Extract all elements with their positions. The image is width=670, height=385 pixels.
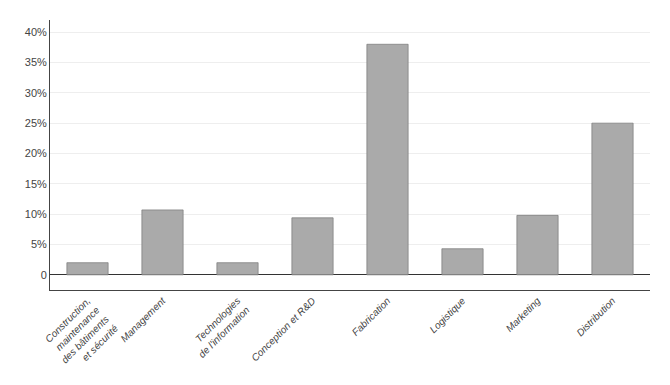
- svg-text:Fabrication: Fabrication: [350, 295, 393, 338]
- svg-text:Technologiesde l'information: Technologiesde l'information: [187, 295, 252, 360]
- svg-text:Management: Management: [118, 294, 168, 344]
- svg-text:Construction,maintenancedes bâ: Construction,maintenancedes bâtimentset …: [41, 295, 121, 375]
- svg-text:0: 0: [41, 269, 47, 281]
- svg-text:35%: 35%: [25, 56, 47, 68]
- svg-text:40%: 40%: [25, 26, 47, 38]
- svg-text:30%: 30%: [25, 87, 47, 99]
- svg-text:20%: 20%: [25, 147, 47, 159]
- svg-text:10%: 10%: [25, 208, 47, 220]
- svg-text:Logistique: Logistique: [427, 295, 467, 335]
- svg-text:Conception et R&D: Conception et R&D: [249, 295, 317, 363]
- svg-text:15%: 15%: [25, 178, 47, 190]
- svg-text:Distribution: Distribution: [574, 295, 617, 338]
- svg-text:25%: 25%: [25, 117, 47, 129]
- svg-text:Marketing: Marketing: [504, 295, 543, 334]
- svg-text:5%: 5%: [31, 238, 47, 250]
